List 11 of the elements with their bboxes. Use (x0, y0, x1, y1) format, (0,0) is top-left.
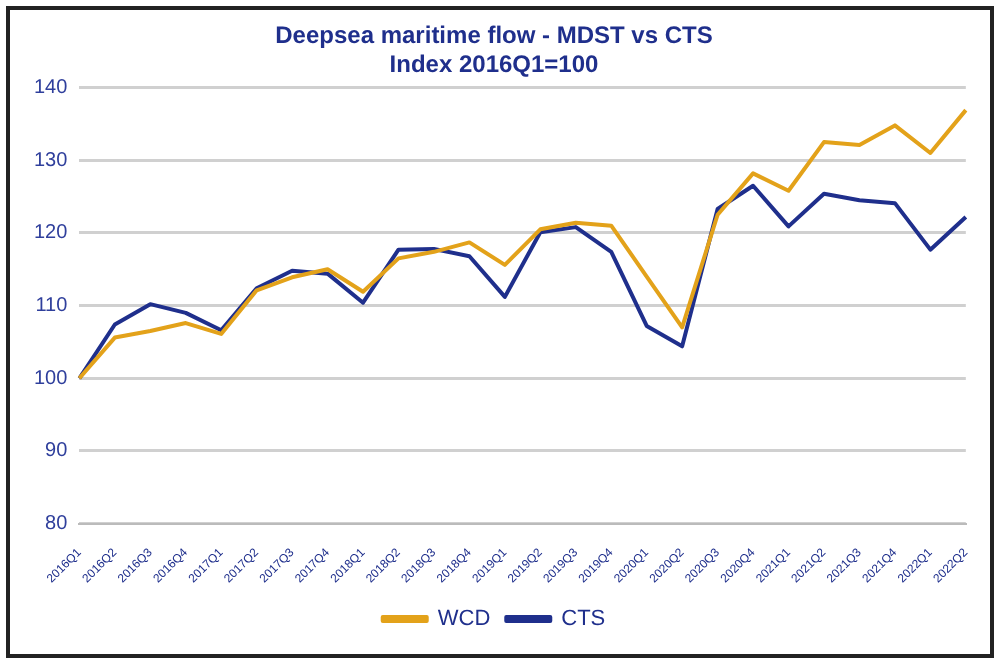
y-tick-label: 120 (33, 222, 69, 245)
y-tick-label: 130 (33, 149, 69, 172)
chart-subtitle: Index 2016Q1=100 (389, 49, 600, 78)
legend-label: CTS (561, 607, 606, 632)
y-tick-label: 140 (33, 77, 69, 100)
y-tick-label: 80 (45, 513, 69, 536)
y-tick-label: 90 (45, 440, 69, 463)
y-tick-label: 110 (35, 295, 69, 318)
legend-label: WCD (437, 607, 491, 632)
chart-title: Deepsea maritime flow - MDST vs CTS (275, 21, 713, 50)
y-tick-label: 100 (33, 367, 69, 390)
